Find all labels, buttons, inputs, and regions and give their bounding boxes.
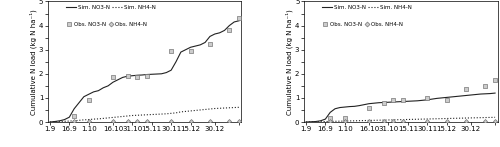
Point (462, 88, 470, 91)
Point (380, 102, 388, 104)
Y-axis label: Cumulative N load (kg N ha⁻¹): Cumulative N load (kg N ha⁻¹) (286, 9, 294, 115)
Point (423, 97, 431, 99)
Point (124, 75, 132, 77)
Point (84, 99, 92, 101)
Point (326, 120, 334, 122)
Point (226, 29, 234, 32)
Point (186, 50, 194, 52)
Point (109, 76, 117, 79)
Point (365, 120, 373, 122)
Point (206, 120, 214, 122)
Point (235, 17, 243, 20)
Point (491, 79, 499, 81)
Point (365, 106, 373, 109)
Point (326, 116, 334, 119)
Point (399, 99, 407, 101)
Point (399, 120, 407, 122)
Point (341, 116, 349, 119)
Point (167, 50, 175, 52)
Point (380, 120, 388, 122)
Point (124, 120, 132, 122)
Point (133, 76, 141, 79)
Point (389, 99, 397, 101)
Point (491, 120, 499, 122)
Point (442, 120, 450, 122)
Legend: Obs. NO3-N, Obs. NH4-N: Obs. NO3-N, Obs. NH4-N (66, 21, 148, 27)
Point (482, 85, 490, 87)
Point (423, 120, 431, 122)
Point (341, 120, 349, 122)
Point (109, 120, 117, 122)
Point (70, 120, 78, 122)
Y-axis label: Cumulative N load (kg N ha⁻¹): Cumulative N load (kg N ha⁻¹) (30, 9, 38, 115)
Point (226, 120, 234, 122)
Legend: Obs. NO3-N, Obs. NH4-N: Obs. NO3-N, Obs. NH4-N (322, 21, 404, 27)
Point (143, 75, 151, 77)
Point (442, 99, 450, 101)
Point (70, 115, 78, 117)
Point (206, 42, 214, 45)
Point (167, 120, 175, 122)
Point (84, 120, 92, 122)
Point (482, 120, 490, 122)
Point (389, 120, 397, 122)
Point (235, 120, 243, 122)
Point (133, 120, 141, 122)
Point (143, 120, 151, 122)
Point (186, 120, 194, 122)
Point (462, 120, 470, 122)
